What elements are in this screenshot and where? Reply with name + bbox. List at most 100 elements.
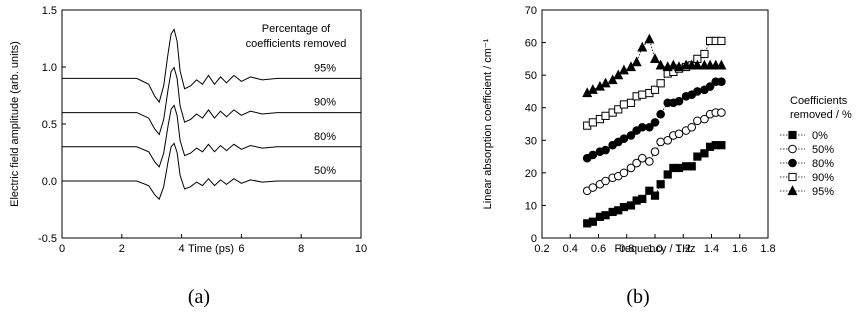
trace-50-percent xyxy=(62,142,361,201)
legend-label: 50% xyxy=(812,144,834,156)
data-point-90-percent xyxy=(619,100,629,109)
trace-95-percent xyxy=(62,28,361,104)
data-point-50-percent xyxy=(700,114,709,124)
data-point-50-percent xyxy=(632,158,641,168)
x-tick-label-b: 1.4 xyxy=(704,243,719,255)
y-tick-label-a: 1.0 xyxy=(42,62,57,74)
data-point-95-percent xyxy=(649,53,661,63)
data-point-50-percent xyxy=(588,183,598,192)
y-tick-label-a: 0.0 xyxy=(42,176,57,188)
data-point-90-percent xyxy=(650,85,660,94)
data-point-0-percent xyxy=(626,201,636,210)
data-point-0-percent xyxy=(645,186,654,195)
data-point-95-percent xyxy=(625,61,637,72)
data-point-0-percent xyxy=(717,141,726,150)
legend-title-a-line2: coefficients removed xyxy=(246,38,347,50)
y-axis-label-a: Electric field amplitude (arb. units) xyxy=(9,41,21,207)
trace-label: 90% xyxy=(314,97,336,109)
y-tick-label-a: 0.5 xyxy=(42,119,57,131)
data-point-0-percent xyxy=(693,152,702,161)
data-point-95-percent xyxy=(631,56,642,67)
x-tick-label-a: 4 xyxy=(179,243,185,255)
ticks-b: 0.2 0.4 0.6 0.8 1.0 1.2 1.4 1.6 1.8 0 10 20 30 40 50 60… xyxy=(525,5,776,255)
legend-label: 90% xyxy=(812,172,834,184)
x-tick-label-a: 0 xyxy=(59,243,65,255)
data-point-0-percent xyxy=(663,170,672,179)
x-tick-label-a: 8 xyxy=(298,243,304,255)
x-tick-label-b: 0.6 xyxy=(591,243,606,255)
data-point-50-percent xyxy=(645,157,654,166)
data-point-50-percent xyxy=(619,168,629,178)
data-point-0-percent xyxy=(656,180,665,189)
data-point-95-percent xyxy=(618,64,629,75)
legend-b: 0% 50% 80% 90% 95% xyxy=(780,130,834,198)
data-point-50-percent xyxy=(687,122,697,132)
x-tick-label-a: 2 xyxy=(119,243,125,255)
data-point-90-percent xyxy=(717,36,726,46)
x-tick-label-b: 0.2 xyxy=(534,243,549,255)
y-tick-label-b: 50 xyxy=(525,70,537,82)
data-point-95-percent xyxy=(668,59,679,70)
trace-90-percent xyxy=(62,66,361,136)
x-tick-label-a: 10 xyxy=(355,243,367,255)
data-point-0-percent xyxy=(650,191,660,200)
panel-b: 0.2 0.4 0.6 0.8 1.0 1.2 1.4 1.6 1.8 0 10 20 30 40 50 60… xyxy=(482,5,852,308)
legend-title-a-line1: Percentage of xyxy=(262,23,331,35)
y-tick-label-b: 40 xyxy=(525,103,537,115)
data-point-90-percent xyxy=(614,105,623,114)
data-point-50-percent xyxy=(637,153,647,163)
ticks-a: 0 2 4 6 8 10 -0.5 0.0 0.5 1.0 1.5 xyxy=(38,5,367,255)
y-tick-label-b: 10 xyxy=(525,200,537,212)
data-point-50-percent xyxy=(717,108,726,117)
trace-label: 50% xyxy=(314,165,336,177)
y-tick-label-b: 60 xyxy=(525,38,537,50)
data-point-90-percent xyxy=(656,79,665,88)
data-point-80-percent xyxy=(717,77,726,86)
data-point-0-percent xyxy=(601,211,610,220)
data-point-0-percent xyxy=(638,194,647,204)
data-point-50-percent xyxy=(663,135,673,145)
data-point-95-percent xyxy=(637,41,648,52)
trace-label: 95% xyxy=(314,62,336,74)
data-point-50-percent xyxy=(626,163,636,173)
data-point-95-percent xyxy=(655,59,666,70)
legend-marker xyxy=(788,172,797,182)
y-tick-label-b: 30 xyxy=(525,135,537,147)
data-point-95-percent xyxy=(692,59,703,70)
x-axis-label-b: Frequency / THz xyxy=(614,243,695,255)
data-point-90-percent xyxy=(588,118,597,127)
data-point-90-percent xyxy=(626,98,636,107)
data-point-80-percent xyxy=(588,150,598,160)
y-tick-label-b: 0 xyxy=(531,233,537,245)
data-point-90-percent xyxy=(601,111,610,120)
legend-title-b-line1: Coefficients xyxy=(790,95,848,107)
data-point-0-percent xyxy=(700,149,709,158)
data-point-0-percent xyxy=(687,162,696,171)
data-point-80-percent xyxy=(645,122,654,132)
data-point-50-percent xyxy=(674,129,684,139)
legend-title-b-line2: removed / % xyxy=(790,109,852,121)
data-point-80-percent xyxy=(674,96,684,106)
legend-marker xyxy=(788,144,797,154)
x-tick-label-b: 1.6 xyxy=(732,243,747,255)
markers-b xyxy=(582,33,727,228)
x-tick-label-b: 1.8 xyxy=(760,243,775,255)
data-point-80-percent xyxy=(650,118,660,127)
legend-marker xyxy=(788,130,797,140)
data-point-50-percent xyxy=(601,176,610,186)
legend-label: 80% xyxy=(812,158,834,170)
y-tick-label-a: -0.5 xyxy=(38,233,57,245)
data-point-80-percent xyxy=(705,82,715,91)
trace-80-percent xyxy=(62,104,361,168)
data-point-50-percent xyxy=(650,147,660,156)
data-point-80-percent xyxy=(693,87,702,96)
data-point-95-percent xyxy=(587,84,598,94)
x-tick-label-b: 0.4 xyxy=(563,243,578,255)
y-axis-label-b: Linear absorption coefficient / cm⁻¹ xyxy=(482,38,494,209)
data-point-50-percent xyxy=(693,116,702,126)
data-point-50-percent xyxy=(656,137,665,147)
y-tick-label-b: 20 xyxy=(525,168,537,180)
data-point-0-percent xyxy=(674,163,684,173)
legend-marker xyxy=(787,185,798,196)
